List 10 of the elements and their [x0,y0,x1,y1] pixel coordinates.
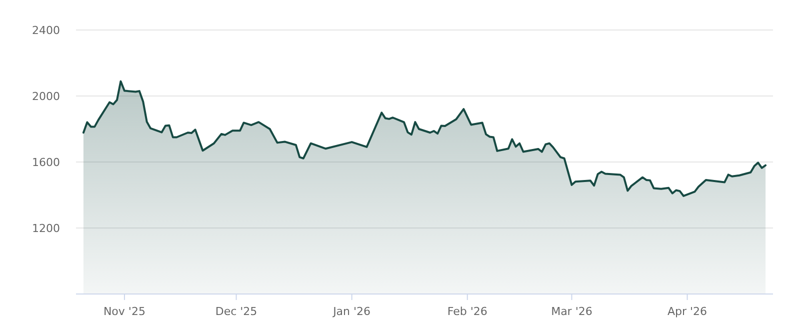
y-tick-label: 2000 [32,90,60,103]
x-tick-label: Feb '26 [447,305,488,318]
x-tick-label: Apr '26 [667,305,708,318]
y-tick-label: 2400 [32,24,60,37]
x-tick-label: Mar '26 [551,305,592,318]
x-tick-label: Dec '25 [215,305,258,318]
x-tick-label: Nov '25 [103,305,146,318]
y-tick-label: 1200 [32,222,60,235]
y-tick-label: 1600 [32,156,60,169]
x-tick-label: Jan '26 [332,305,371,318]
